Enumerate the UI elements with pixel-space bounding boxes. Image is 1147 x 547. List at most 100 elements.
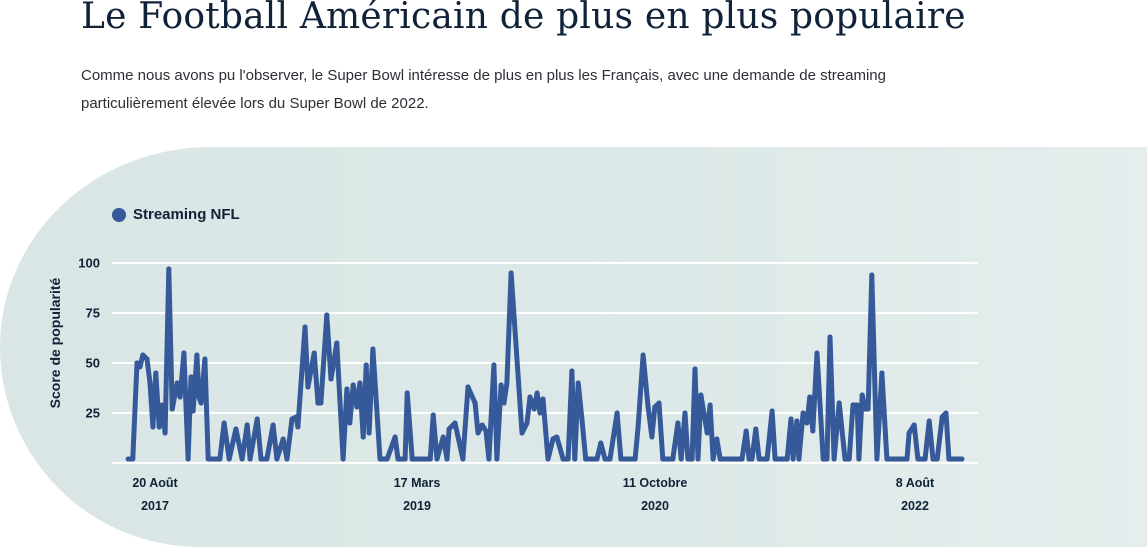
- data-point[interactable]: [305, 384, 311, 390]
- data-point[interactable]: [640, 352, 646, 358]
- data-point[interactable]: [753, 426, 759, 432]
- data-point[interactable]: [340, 456, 346, 462]
- data-point[interactable]: [150, 424, 156, 430]
- data-point[interactable]: [915, 456, 921, 462]
- data-point[interactable]: [205, 456, 211, 462]
- data-point[interactable]: [884, 456, 890, 462]
- data-point[interactable]: [264, 456, 270, 462]
- data-point[interactable]: [565, 456, 571, 462]
- data-point[interactable]: [749, 456, 755, 462]
- data-point[interactable]: [293, 414, 299, 420]
- data-point[interactable]: [820, 456, 826, 462]
- data-point[interactable]: [704, 430, 710, 436]
- data-point[interactable]: [350, 382, 356, 388]
- data-point[interactable]: [943, 410, 949, 416]
- data-point[interactable]: [756, 456, 762, 462]
- data-point[interactable]: [334, 340, 340, 346]
- data-point[interactable]: [906, 430, 912, 436]
- data-point[interactable]: [550, 436, 556, 442]
- data-point[interactable]: [363, 362, 369, 368]
- data-point[interactable]: [475, 430, 481, 436]
- chart-legend[interactable]: Streaming NFL: [112, 206, 240, 223]
- data-point[interactable]: [760, 456, 766, 462]
- data-point[interactable]: [504, 380, 510, 386]
- data-point[interactable]: [392, 434, 398, 440]
- data-point[interactable]: [174, 380, 180, 386]
- data-point[interactable]: [370, 346, 376, 352]
- data-point[interactable]: [698, 392, 704, 398]
- data-point[interactable]: [254, 416, 260, 422]
- data-point[interactable]: [134, 360, 140, 366]
- data-point[interactable]: [188, 374, 194, 380]
- data-point[interactable]: [583, 456, 589, 462]
- data-point[interactable]: [239, 456, 245, 462]
- data-point[interactable]: [660, 456, 666, 462]
- data-point[interactable]: [807, 394, 813, 400]
- data-point[interactable]: [827, 334, 833, 340]
- data-point[interactable]: [280, 436, 286, 442]
- data-point[interactable]: [202, 356, 208, 362]
- data-point[interactable]: [854, 402, 860, 408]
- data-point[interactable]: [635, 424, 641, 430]
- data-point[interactable]: [678, 456, 684, 462]
- data-point[interactable]: [479, 422, 485, 428]
- data-point[interactable]: [831, 456, 837, 462]
- data-point[interactable]: [614, 410, 620, 416]
- data-point[interactable]: [360, 434, 366, 440]
- data-point[interactable]: [318, 400, 324, 406]
- data-point[interactable]: [769, 408, 775, 414]
- data-point[interactable]: [632, 456, 638, 462]
- data-point[interactable]: [347, 420, 353, 426]
- data-point[interactable]: [739, 456, 745, 462]
- data-point[interactable]: [804, 420, 810, 426]
- data-point[interactable]: [656, 400, 662, 406]
- data-point[interactable]: [153, 370, 159, 376]
- data-point[interactable]: [618, 456, 624, 462]
- data-point[interactable]: [498, 382, 504, 388]
- data-point[interactable]: [494, 456, 500, 462]
- data-point[interactable]: [465, 384, 471, 390]
- data-point[interactable]: [790, 456, 796, 462]
- data-point[interactable]: [939, 414, 945, 420]
- data-point[interactable]: [289, 416, 295, 422]
- data-point[interactable]: [226, 456, 232, 462]
- data-point[interactable]: [572, 456, 578, 462]
- data-point[interactable]: [483, 428, 489, 434]
- data-point[interactable]: [409, 456, 415, 462]
- data-point[interactable]: [169, 406, 175, 412]
- data-point[interactable]: [602, 456, 608, 462]
- data-point[interactable]: [784, 456, 790, 462]
- data-point[interactable]: [836, 400, 842, 406]
- data-point[interactable]: [357, 380, 363, 386]
- data-point[interactable]: [177, 394, 183, 400]
- data-point[interactable]: [531, 406, 537, 412]
- data-point[interactable]: [302, 324, 308, 330]
- data-point[interactable]: [324, 312, 330, 318]
- data-point[interactable]: [869, 272, 875, 278]
- data-point[interactable]: [247, 456, 253, 462]
- data-point[interactable]: [685, 456, 691, 462]
- data-point[interactable]: [874, 456, 880, 462]
- data-point[interactable]: [800, 410, 806, 416]
- data-point[interactable]: [645, 404, 651, 410]
- data-point[interactable]: [430, 412, 436, 418]
- data-point[interactable]: [427, 456, 433, 462]
- data-point[interactable]: [607, 456, 613, 462]
- data-point[interactable]: [545, 456, 551, 462]
- data-point[interactable]: [926, 418, 932, 424]
- data-point[interactable]: [540, 396, 546, 402]
- data-point[interactable]: [434, 456, 440, 462]
- data-point[interactable]: [344, 386, 350, 392]
- data-point[interactable]: [233, 426, 239, 432]
- data-point[interactable]: [190, 408, 196, 414]
- data-point[interactable]: [524, 420, 530, 426]
- data-point[interactable]: [452, 420, 458, 426]
- data-point[interactable]: [814, 350, 820, 356]
- data-point[interactable]: [850, 402, 856, 408]
- data-point[interactable]: [879, 370, 885, 376]
- data-point[interactable]: [796, 456, 802, 462]
- data-point[interactable]: [764, 456, 770, 462]
- data-point[interactable]: [144, 356, 150, 362]
- data-point[interactable]: [649, 434, 655, 440]
- data-point[interactable]: [404, 390, 410, 396]
